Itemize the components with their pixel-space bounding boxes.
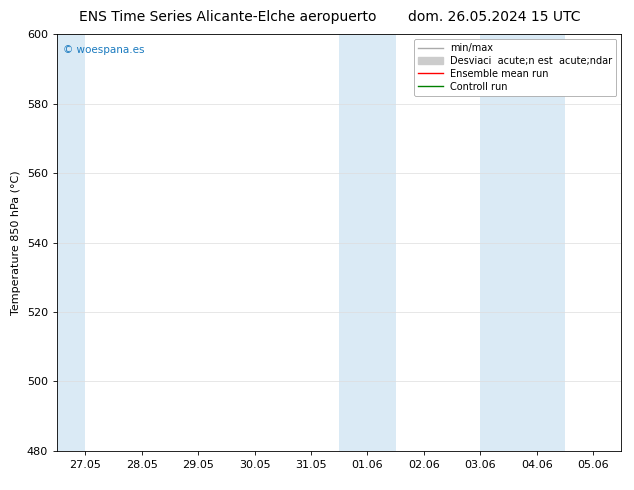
Text: © woespana.es: © woespana.es [63, 45, 144, 55]
Bar [339, 34, 396, 451]
Y-axis label: Temperature 850 hPa (°C): Temperature 850 hPa (°C) [11, 170, 21, 315]
Bar [57, 34, 85, 451]
Bar [481, 34, 565, 451]
Legend: min/max, Desviaci  acute;n est  acute;ndar, Ensemble mean run, Controll run: min/max, Desviaci acute;n est acute;ndar… [415, 39, 616, 96]
Text: ENS Time Series Alicante-Elche aeropuerto: ENS Time Series Alicante-Elche aeropuert… [79, 10, 377, 24]
Text: dom. 26.05.2024 15 UTC: dom. 26.05.2024 15 UTC [408, 10, 581, 24]
